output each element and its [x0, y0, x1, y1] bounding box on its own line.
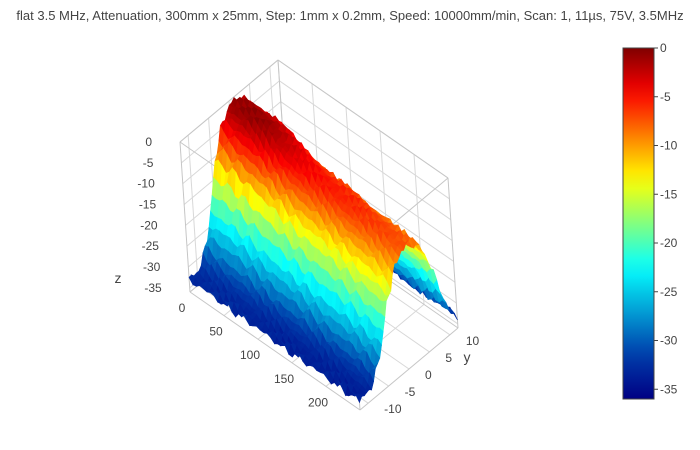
box-edge — [179, 59, 279, 143]
colorbar-tick-label: -30 — [660, 334, 678, 348]
z-tick-label: -15 — [139, 198, 157, 212]
z-tick-label: -30 — [143, 260, 161, 274]
z-tick-label: -25 — [142, 239, 160, 253]
y-axis-label: y — [464, 349, 471, 365]
z-tick-label: -5 — [143, 156, 154, 170]
colorbar-tick-label: 0 — [660, 41, 667, 55]
box-edge — [189, 291, 361, 411]
x-tick-label: 0 — [179, 301, 186, 315]
colorbar-tick-label: -25 — [660, 285, 678, 299]
wall-gridline — [281, 122, 453, 241]
y-tick-label: -5 — [405, 385, 416, 399]
box-edge — [359, 327, 459, 411]
surface[interactable] — [188, 94, 458, 404]
z-tick-label: -10 — [137, 177, 155, 191]
surface-patch — [451, 313, 458, 321]
y-tick-label: 10 — [466, 334, 480, 348]
z-tick-label: -20 — [140, 218, 158, 232]
chart-title: flat 3.5 MHz, Attenuation, 300mm x 25mm,… — [16, 8, 683, 23]
surface-patch — [355, 393, 363, 404]
wall-gridline — [279, 80, 450, 200]
x-tick-label: 50 — [209, 325, 223, 339]
y-tick-label: -10 — [384, 402, 402, 416]
colorbar-tick-label: -35 — [660, 382, 678, 396]
colorbar: 0 -5 -10 -15 -20 -25 -30 -35 — [622, 41, 678, 400]
x-tick-label: 150 — [274, 372, 294, 386]
colorbar-tick-label: -20 — [660, 236, 678, 250]
z-tick-label: -35 — [144, 281, 162, 295]
y-tick-label: 0 — [425, 368, 432, 382]
x-tick-label: 200 — [308, 395, 328, 409]
colorbar-tick-label: -15 — [660, 187, 678, 201]
z-axis-label: z — [115, 270, 122, 286]
box-edge — [179, 141, 191, 293]
axis-ticks: 0-5-10-15-20-25-30-350501001502001050-5-… — [137, 135, 479, 416]
colorbar-gradient — [622, 47, 655, 400]
colorbar-tick-label: -10 — [660, 139, 678, 153]
box-edge — [277, 59, 449, 179]
z-tick-label: 0 — [145, 135, 152, 149]
box-edge — [447, 177, 459, 329]
x-tick-label: 100 — [240, 348, 260, 362]
colorbar-tick-label: -5 — [660, 90, 671, 104]
y-tick-label: 5 — [445, 351, 452, 365]
